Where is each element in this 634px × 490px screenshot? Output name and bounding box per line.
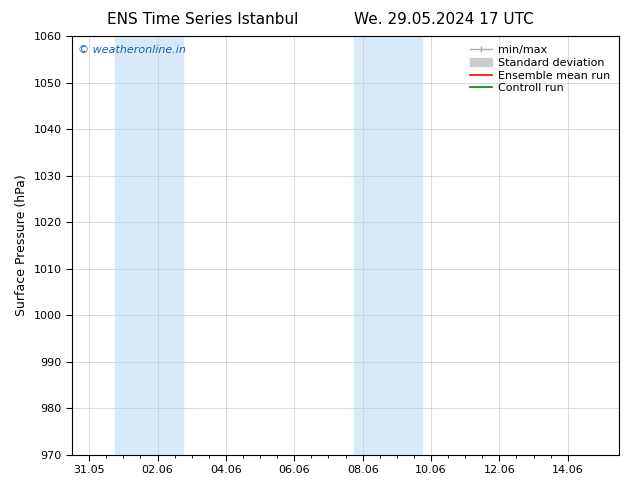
Text: We. 29.05.2024 17 UTC: We. 29.05.2024 17 UTC (354, 12, 534, 27)
Y-axis label: Surface Pressure (hPa): Surface Pressure (hPa) (15, 174, 28, 316)
Text: © weatheronline.in: © weatheronline.in (77, 45, 185, 54)
Bar (115, 36, 183, 455)
Text: ENS Time Series Istanbul: ENS Time Series Istanbul (107, 12, 299, 27)
Bar (354, 36, 422, 455)
Legend: min/max, Standard deviation, Ensemble mean run, Controll run: min/max, Standard deviation, Ensemble me… (467, 42, 614, 97)
